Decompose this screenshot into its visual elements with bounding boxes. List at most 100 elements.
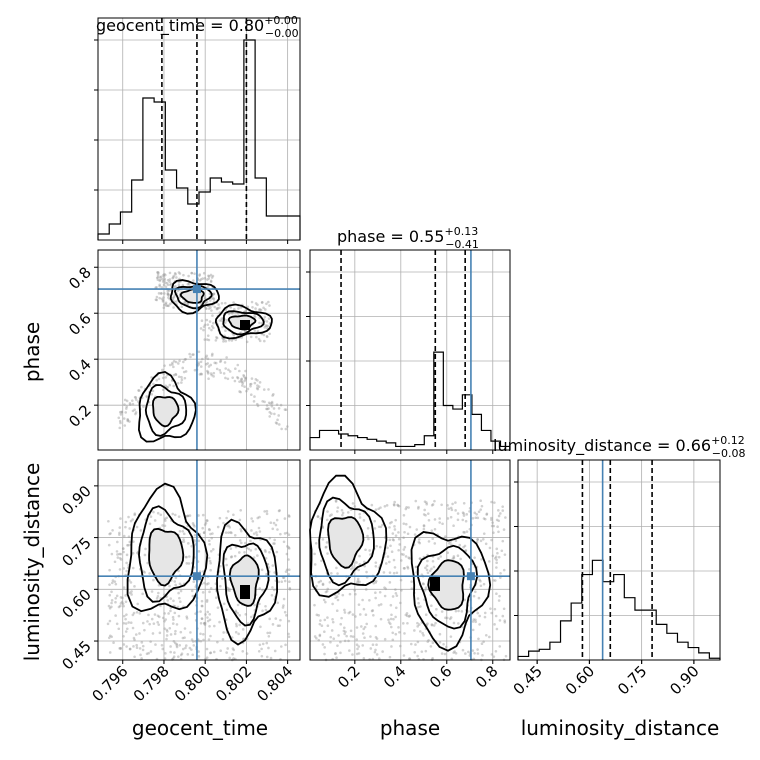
sample-point	[388, 560, 391, 564]
sample-point	[149, 640, 152, 643]
sample-point	[152, 622, 156, 625]
sample-point	[383, 637, 387, 641]
sample-point	[462, 502, 466, 505]
sample-point	[288, 588, 292, 591]
sample-point	[207, 274, 210, 278]
sample-point	[485, 512, 489, 516]
sample-point	[366, 526, 370, 530]
sample-point	[166, 292, 170, 296]
sample-point	[124, 600, 128, 604]
sample-point	[218, 319, 222, 322]
sample-point	[335, 656, 338, 660]
sample-point	[165, 516, 169, 520]
sample-point	[371, 643, 375, 647]
sample-point	[283, 408, 287, 411]
sample-point	[362, 607, 366, 611]
sample-point	[422, 513, 426, 516]
sample-point	[188, 646, 192, 650]
sample-point	[476, 538, 479, 541]
sample-point	[164, 384, 168, 388]
sample-point	[228, 587, 231, 591]
sample-point	[206, 334, 210, 337]
sample-point	[337, 634, 340, 637]
sample-point	[243, 550, 246, 554]
sample-point	[479, 584, 483, 588]
sample-point	[214, 596, 218, 599]
sample-point	[188, 352, 191, 356]
sample-point	[345, 634, 348, 638]
sample-point	[168, 383, 172, 387]
sample-point	[490, 611, 493, 615]
sample-point	[220, 577, 224, 580]
sample-point	[258, 308, 262, 311]
sample-point	[331, 618, 334, 621]
sample-point	[288, 580, 291, 584]
sample-point	[212, 297, 216, 301]
sample-point	[265, 302, 268, 306]
sample-point	[269, 656, 273, 660]
sample-point	[251, 306, 254, 309]
sample-point	[111, 579, 115, 582]
sample-point	[393, 525, 396, 528]
sample-point	[224, 557, 228, 561]
sample-point	[187, 562, 191, 565]
contour-phase-geocent_time	[173, 284, 213, 310]
sample-point	[119, 602, 123, 605]
sample-point	[418, 630, 422, 633]
sample-point	[284, 643, 287, 647]
sample-point	[392, 571, 396, 575]
sample-point	[498, 645, 502, 648]
sample-point	[162, 303, 166, 307]
y-tick-label-luminosity_distance: 0.90	[58, 482, 94, 518]
sample-point	[160, 292, 163, 295]
sample-point	[432, 624, 436, 627]
sample-point	[231, 376, 234, 379]
sample-point	[425, 501, 428, 504]
sample-point	[423, 508, 426, 512]
sample-point	[175, 644, 179, 647]
sample-point	[481, 654, 484, 657]
sample-point	[206, 285, 210, 289]
sample-point	[177, 614, 181, 618]
sample-point	[449, 635, 453, 638]
sample-point	[400, 552, 403, 556]
sample-point	[353, 589, 357, 592]
sample-point	[118, 531, 121, 535]
sample-point	[272, 588, 276, 592]
sample-point	[381, 523, 384, 527]
panel-hist-geocent_time	[97, 17, 301, 241]
sample-point	[457, 622, 460, 625]
sample-point	[255, 533, 259, 537]
sample-point	[169, 633, 173, 636]
sample-point	[433, 542, 437, 545]
sample-point	[499, 571, 502, 575]
sample-point	[390, 520, 393, 524]
panel-hist-phase	[309, 249, 511, 451]
sample-point	[165, 637, 168, 641]
sample-point	[207, 377, 210, 380]
sample-point	[141, 621, 145, 625]
sample-point	[172, 276, 175, 279]
sample-point	[155, 597, 159, 600]
sample-point	[134, 396, 138, 399]
sample-point	[361, 598, 364, 602]
sample-point	[215, 336, 219, 340]
sample-point	[370, 609, 374, 613]
sample-point	[264, 604, 267, 608]
sample-point	[225, 651, 228, 654]
sample-point	[362, 656, 366, 660]
sample-point	[388, 521, 392, 525]
sample-point	[252, 532, 256, 535]
sample-point	[212, 375, 215, 378]
sample-point	[389, 625, 393, 629]
sample-point	[476, 516, 480, 520]
sample-point	[364, 548, 367, 552]
sample-point	[283, 517, 287, 520]
sample-point	[276, 528, 279, 531]
sample-point	[488, 560, 491, 563]
sample-point	[257, 308, 261, 311]
sample-point	[176, 381, 180, 385]
x-tick-label-geocent_time: 0.798	[130, 662, 173, 705]
sample-point	[231, 647, 235, 650]
sample-point	[463, 531, 466, 534]
